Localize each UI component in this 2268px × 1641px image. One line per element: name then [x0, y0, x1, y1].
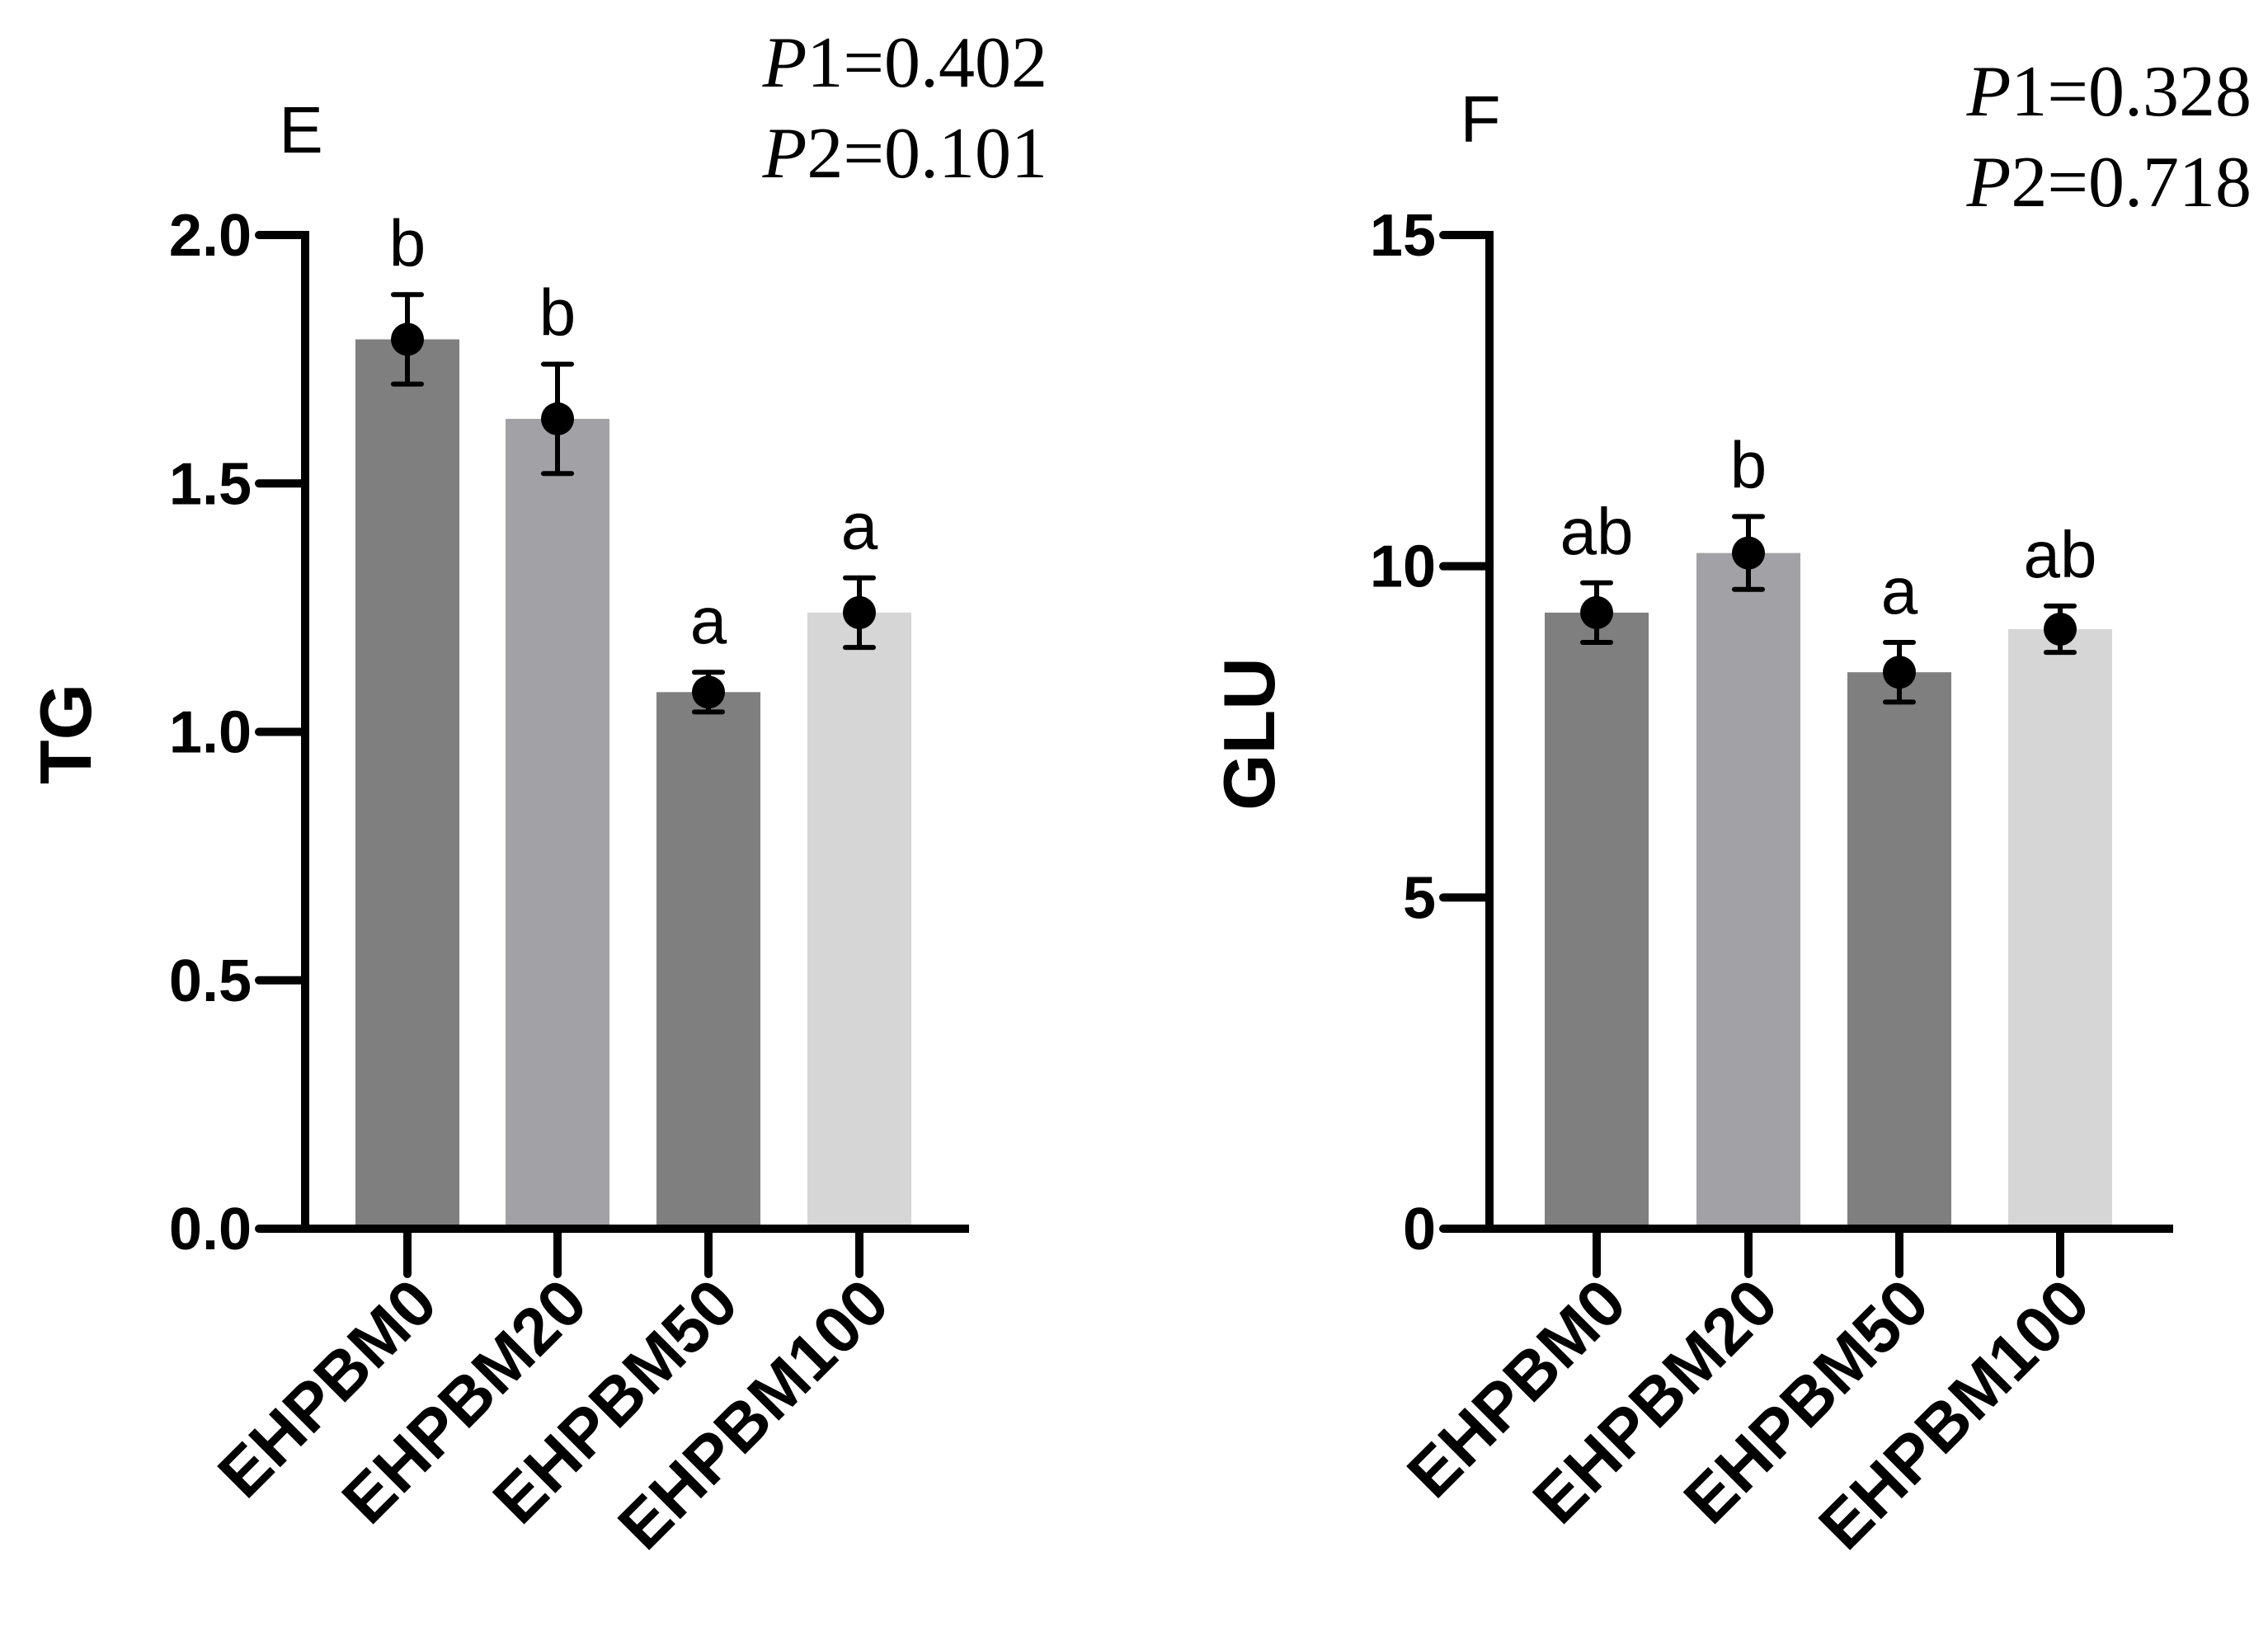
significance-letter: b: [539, 276, 576, 350]
panel-e: bbaa0.00.51.01.52.0EHPBM0EHPBM20EHPBM50E…: [25, 23, 1047, 1563]
significance-letter: a: [841, 490, 878, 563]
bar-ehpbm50: [656, 692, 760, 1229]
p-value-1: P1=0.402: [762, 23, 1047, 103]
y-tick-label: 0: [1403, 1197, 1436, 1262]
bar-ehpbm20: [506, 418, 609, 1229]
bar-ehpbm100: [807, 612, 911, 1229]
bar-ehpbm20: [1696, 552, 1800, 1229]
mean-point-ehpbm50: [692, 675, 725, 709]
p-value-text: 1=0.402: [807, 23, 1047, 103]
mean-point-ehpbm0: [391, 322, 424, 356]
p-symbol: P: [762, 114, 807, 194]
y-tick-label: 2.0: [169, 203, 252, 269]
significance-letter: ab: [1560, 495, 1634, 568]
p-value-2: P2=0.101: [762, 114, 1047, 194]
y-axis-label: GLU: [1208, 657, 1290, 811]
p-value-text: 1=0.328: [2011, 52, 2252, 132]
mean-point-ehpbm100: [843, 595, 876, 629]
y-tick-label: 0.0: [169, 1197, 252, 1262]
mean-point-ehpbm0: [1580, 595, 1613, 629]
p-symbol: P: [762, 23, 807, 103]
p-value-text: 2=0.718: [2011, 143, 2252, 223]
y-tick-label: 15: [1370, 203, 1436, 269]
p-symbol: P: [1966, 52, 2012, 132]
panel-letter: F: [1461, 82, 1501, 156]
y-axis-label: TG: [25, 684, 106, 784]
p-value-1: P1=0.328: [1966, 52, 2252, 132]
bar-ehpbm0: [1545, 612, 1649, 1229]
panel-letter: E: [279, 93, 322, 167]
mean-point-ehpbm100: [2044, 612, 2077, 646]
mean-point-ehpbm50: [1883, 656, 1916, 689]
mean-point-ehpbm20: [1732, 536, 1765, 570]
p-value-text: 2=0.101: [807, 114, 1047, 194]
bar-ehpbm100: [2008, 628, 2112, 1229]
bar-ehpbm0: [355, 339, 459, 1229]
significance-letter: b: [1730, 428, 1767, 501]
y-tick-label: 0.5: [169, 948, 252, 1014]
mean-point-ehpbm20: [541, 402, 574, 435]
significance-letter: a: [1881, 554, 1918, 628]
p-symbol: P: [1966, 143, 2012, 223]
y-tick-label: 1.0: [169, 700, 252, 766]
bar-ehpbm50: [1847, 672, 1951, 1229]
y-tick-label: 5: [1403, 865, 1436, 931]
significance-letter: ab: [2024, 518, 2097, 591]
significance-letter: a: [690, 584, 727, 657]
y-tick-label: 10: [1370, 534, 1436, 600]
significance-letter: b: [389, 206, 426, 280]
y-tick-label: 1.5: [169, 451, 252, 517]
p-value-2: P2=0.718: [1966, 143, 2252, 223]
